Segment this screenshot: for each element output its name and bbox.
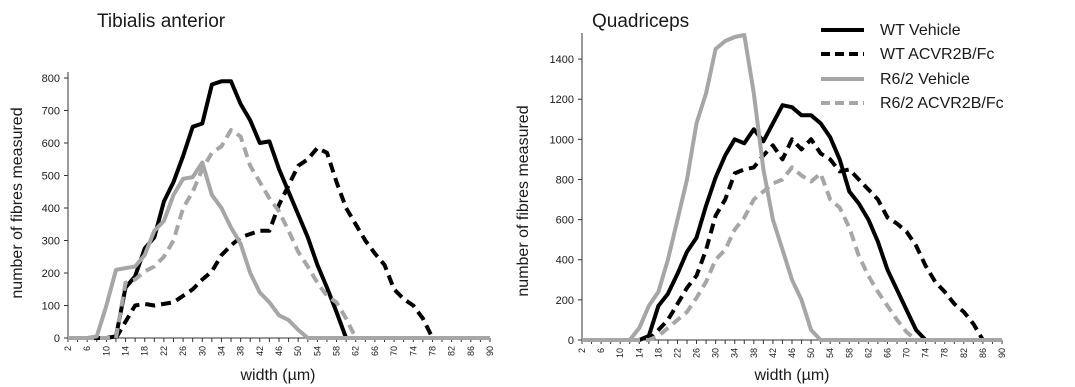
x-tick-label: 14 [121,346,131,356]
x-tick-label: 90 [997,348,1007,358]
x-tick-label: 26 [178,346,188,356]
x-tick-label: 54 [825,348,835,358]
series-line-wt-vehicle [582,103,1002,342]
x-tick-label: 26 [692,348,702,358]
legend-entry-r62-acvr2b-fc: R6/2 ACVR2B/Fc [821,95,1004,112]
y-tick-label: 800 [556,174,574,186]
series-lines [582,33,1002,342]
x-tick-label: 30 [711,348,721,358]
legend-label: R6/2 Vehicle [880,71,970,88]
x-tick-label: 10 [101,346,111,356]
x-tick-label: 62 [351,346,361,356]
x-tick-label: 58 [332,346,342,356]
x-tick-label: 22 [159,346,169,356]
y-tick-label: 0 [54,333,60,345]
x-tick-label: 14 [634,348,644,358]
x-tick-label: 34 [216,346,226,356]
y-tick-label: 400 [556,255,574,267]
y-tick-label: 400 [42,203,60,215]
x-tick-label: 6 [82,346,92,351]
x-tick-label: 6 [596,348,606,353]
y-tick-label: 200 [42,268,60,280]
y-tick-label: 300 [42,236,60,248]
y-tick-label: 600 [556,215,574,227]
x-tick-label: 42 [255,346,265,356]
series-line-wt-acvr2b-fc [582,137,1002,342]
x-tick-label: 78 [427,346,437,356]
y-tick-label: 1200 [550,94,574,106]
y-tick-label: 600 [42,138,60,150]
x-tick-label: 90 [485,346,495,356]
chart-tibialis-anterior: Tibialis anterior number of fibres measu… [9,11,495,384]
x-tick-label: 70 [389,346,399,356]
legend-label: WT Vehicle [880,22,961,39]
x-tick-label: 74 [921,348,931,358]
x-tick-label: 86 [466,346,476,356]
chart-quadriceps: Quadriceps number of fibres measured wid… [515,11,1007,384]
legend-entry-wt-vehicle: WT Vehicle [821,22,961,39]
x-axis-label: width (µm) [754,367,830,384]
x-tick-label: 42 [768,348,778,358]
series-line-r6-2-acvr2b-fc [68,128,490,340]
y-tick-label: 500 [42,171,60,183]
series-line-r6-2-vehicle [582,33,1002,342]
y-tick-label: 700 [42,106,60,118]
x-tick-label: 38 [749,348,759,358]
series-line-r6-2-vehicle [68,160,490,340]
legend: WT Vehicle WT ACVR2B/Fc R6/2 Vehicle R6/… [821,22,1004,112]
y-axis-label: number of fibres measured [515,105,532,296]
x-tick-label: 70 [902,348,912,358]
legend-label: R6/2 ACVR2B/Fc [880,95,1004,112]
x-tick-label: 86 [978,348,988,358]
series-line-wt-acvr2b-fc [68,145,490,340]
x-tick-label: 30 [197,346,207,356]
x-tick-label: 66 [882,348,892,358]
x-axis-label: width (µm) [240,367,316,384]
chart-title: Tibialis anterior [97,11,226,32]
x-tick-label: 2 [63,346,73,351]
x-tick-label: 82 [959,348,969,358]
y-tick-label: 0 [568,335,574,347]
x-tick-label: 2 [577,348,587,353]
x-tick-label: 62 [863,348,873,358]
x-tick-label: 18 [140,346,150,356]
y-tick-label: 800 [42,73,60,85]
y-tick-label: 1400 [550,54,574,66]
x-tick-label: 38 [236,346,246,356]
x-tick-label: 46 [274,346,284,356]
x-tick-label: 50 [293,346,303,356]
x-tick-label: 78 [940,348,950,358]
x-tick-label: 10 [615,348,625,358]
x-tick-label: 22 [672,348,682,358]
series-lines [68,79,490,340]
legend-entry-r62-vehicle: R6/2 Vehicle [821,71,970,88]
x-tick-label: 46 [787,348,797,358]
x-tick-label: 34 [730,348,740,358]
x-tick-label: 58 [844,348,854,358]
x-tick-label: 82 [447,346,457,356]
legend-entry-wt-acvr2b-fc: WT ACVR2B/Fc [821,46,994,63]
legend-label: WT ACVR2B/Fc [880,46,994,63]
series-line-r6-2-acvr2b-fc [582,165,1002,342]
x-tick-label: 50 [806,348,816,358]
x-tick-label: 66 [370,346,380,356]
y-tick-label: 100 [42,301,60,313]
y-tick-label: 1000 [550,134,574,146]
x-tick-label: 18 [653,348,663,358]
y-axis-label: number of fibres measured [9,107,26,298]
x-tick-label: 54 [312,346,322,356]
y-tick-label: 200 [556,295,574,307]
x-tick-label: 74 [408,346,418,356]
chart-title: Quadriceps [592,11,689,32]
